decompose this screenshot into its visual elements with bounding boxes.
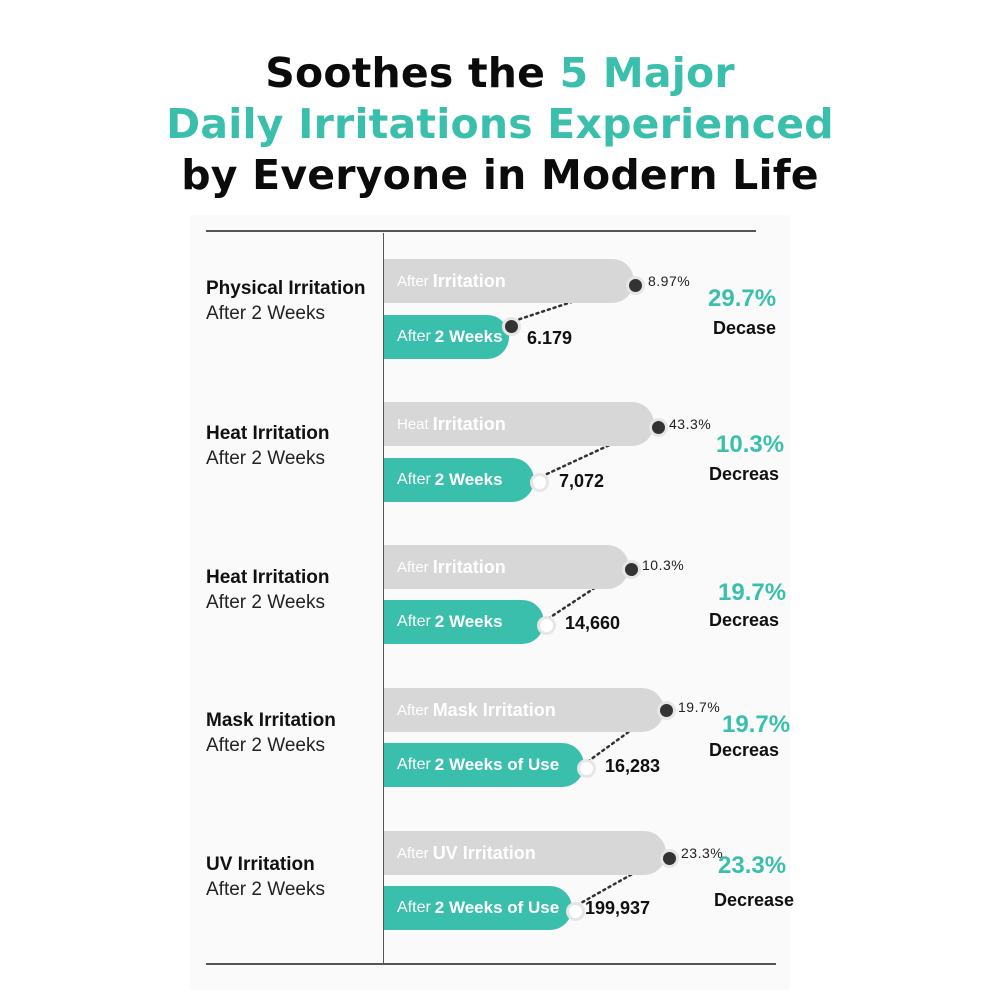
end-value: 10.3% <box>642 557 685 573</box>
after-bar: After 2 Weeks <box>384 315 509 359</box>
end-value: 23.3% <box>681 845 724 861</box>
end-point <box>621 559 641 579</box>
row-label-title: Heat Irritation <box>206 567 330 588</box>
row-label-subtitle: After 2 Weeks <box>206 592 325 613</box>
row-label-subtitle: After 2 Weeks <box>206 879 325 900</box>
chart-title: Soothes the 5 Major Daily Irritations Ex… <box>0 48 1000 201</box>
after-bar-label: 2 Weeks <box>434 327 503 346</box>
start-point <box>576 758 596 778</box>
after-bar-prefix: After <box>397 899 431 916</box>
before-bar-label: Irritation <box>432 556 506 577</box>
change-label: Decreas <box>709 464 780 484</box>
row-label-title: UV Irritation <box>206 854 315 875</box>
change-percent: 10.3% <box>716 431 785 458</box>
end-point <box>648 417 668 437</box>
after-bar: After 2 Weeks <box>384 600 544 644</box>
before-bar-prefix: After <box>397 272 429 290</box>
after-bar-prefix: After <box>397 756 431 773</box>
before-bar-prefix: After <box>397 558 429 576</box>
before-bar: After Irritation <box>384 545 629 589</box>
change-label: Decrease <box>714 890 795 910</box>
title-line-2: Daily Irritations Experienced <box>166 100 834 148</box>
bottom-rule <box>206 963 776 965</box>
row-label-subtitle: After 2 Weeks <box>206 735 325 756</box>
before-bar-label: Mask Irritation <box>432 699 556 720</box>
end-point <box>656 700 676 720</box>
before-bar-prefix: Heat <box>397 415 429 433</box>
before-bar-label: Irritation <box>432 270 506 291</box>
before-bar: Heat Irritation <box>384 402 654 446</box>
change-percent: 19.7% <box>722 711 791 738</box>
row-label-title: Physical Irritation <box>206 278 366 299</box>
row-label: Mask Irritation After 2 Weeks <box>206 708 336 758</box>
after-bar-label: 2 Weeks <box>434 612 503 631</box>
start-value: 16,283 <box>605 756 661 776</box>
after-bar-label: 2 Weeks of Use <box>434 755 560 774</box>
end-point <box>659 848 679 868</box>
before-bar-prefix: After <box>397 844 429 862</box>
row-label: Heat Irritation After 2 Weeks <box>206 421 330 471</box>
change-percent: 23.3% <box>718 852 787 879</box>
row-label-title: Mask Irritation <box>206 710 336 731</box>
before-bar-label: Irritation <box>432 413 506 434</box>
end-value: 8.97% <box>648 273 691 289</box>
top-rule <box>206 230 756 232</box>
start-point <box>529 472 549 492</box>
before-bar-prefix: After <box>397 701 429 719</box>
change-label: Decreas <box>709 740 780 760</box>
change-percent: 19.7% <box>718 579 787 606</box>
after-bar: After 2 Weeks of Use <box>384 743 584 787</box>
after-bar-prefix: After <box>397 328 431 345</box>
after-bar-prefix: After <box>397 471 431 488</box>
end-value: 43.3% <box>669 416 712 432</box>
after-bar: After 2 Weeks of Use <box>384 886 572 930</box>
row-label-title: Heat Irritation <box>206 423 330 444</box>
start-point <box>536 615 556 635</box>
axis-line <box>383 233 384 963</box>
after-bar-label: 2 Weeks of Use <box>434 898 560 917</box>
row-label-subtitle: After 2 Weeks <box>206 448 325 469</box>
start-value: 7,072 <box>559 471 605 491</box>
start-point <box>565 901 585 921</box>
start-value: 199,937 <box>585 898 651 918</box>
after-bar: After 2 Weeks <box>384 458 534 502</box>
row-label: Physical Irritation After 2 Weeks <box>206 276 365 326</box>
start-point <box>501 316 521 336</box>
after-bar-prefix: After <box>397 613 431 630</box>
title-line-3: by Everyone in Modern Life <box>181 151 819 199</box>
title-line-1: Soothes the 5 Major <box>265 49 735 97</box>
row-label-subtitle: After 2 Weeks <box>206 303 325 324</box>
change-percent: 29.7% <box>708 285 777 312</box>
row-label: Heat Irritation After 2 Weeks <box>206 565 330 615</box>
row-label: UV Irritation After 2 Weeks <box>206 852 325 902</box>
before-bar-label: UV Irritation <box>432 842 536 863</box>
before-bar: After UV Irritation <box>384 831 666 875</box>
end-point <box>625 275 645 295</box>
end-value: 19.7% <box>678 699 721 715</box>
before-bar: After Mask Irritation <box>384 688 664 732</box>
start-value: 6.179 <box>527 328 573 348</box>
before-bar: After Irritation <box>384 259 634 303</box>
change-label: Decase <box>713 318 777 338</box>
start-value: 14,660 <box>565 613 621 633</box>
after-bar-label: 2 Weeks <box>434 470 503 489</box>
change-label: Decreas <box>709 610 780 630</box>
